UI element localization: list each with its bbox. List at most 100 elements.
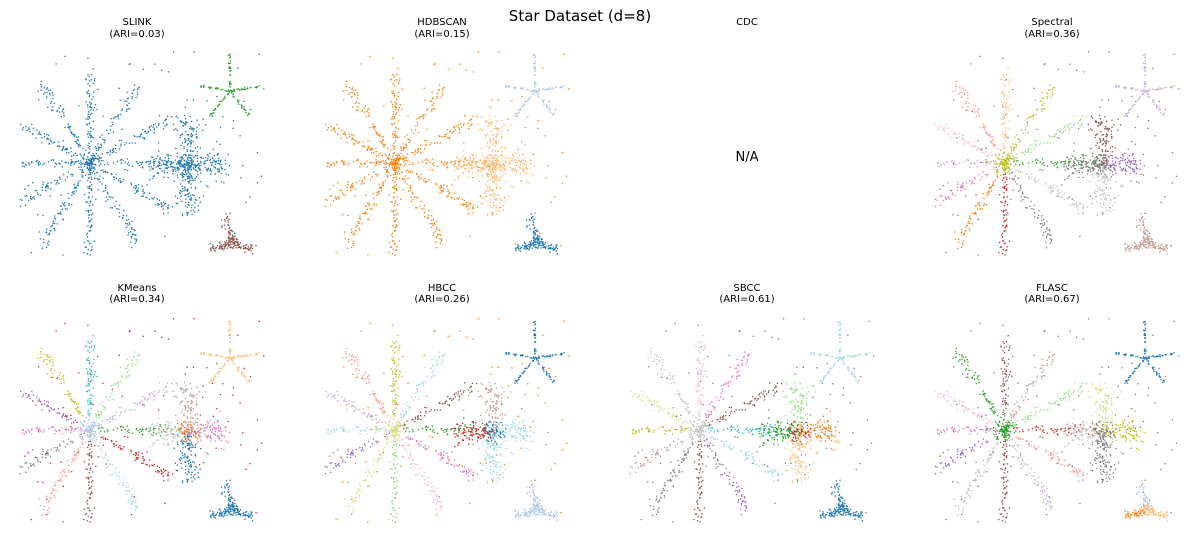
scatter-point: [457, 167, 459, 170]
scatter-point: [218, 247, 221, 249]
scatter-point: [514, 173, 517, 175]
scatter-point: [1033, 139, 1036, 142]
scatter-point: [1094, 120, 1097, 122]
scatter-point: [1139, 168, 1141, 171]
scatter-point: [86, 240, 89, 242]
scatter-point: [521, 167, 524, 170]
scatter-point: [352, 134, 355, 136]
scatter-point: [499, 177, 501, 179]
scatter-point: [56, 110, 58, 113]
scatter-point: [484, 192, 487, 195]
scatter-point: [91, 246, 93, 248]
scatter-point: [372, 192, 374, 195]
scatter-point: [141, 166, 144, 169]
scatter-point: [514, 168, 517, 170]
scatter-point: [192, 128, 194, 131]
scatter-point: [1038, 143, 1041, 146]
scatter-point: [148, 163, 150, 166]
scatter-point: [440, 190, 443, 192]
scatter-point: [954, 133, 957, 136]
scatter-point: [523, 245, 526, 247]
scatter-point: [149, 162, 152, 164]
scatter-point: [973, 111, 976, 113]
scatter-point: [62, 173, 65, 176]
scatter-point: [1160, 111, 1162, 114]
scatter-point: [1001, 253, 1004, 255]
scatter-point: [33, 195, 35, 198]
scatter-point: [380, 187, 382, 190]
scatter-point: [108, 196, 111, 198]
scatter-point: [164, 202, 167, 205]
scatter-point: [190, 139, 193, 142]
scatter-point: [474, 163, 477, 166]
scatter-point: [485, 195, 487, 197]
scatter-point: [236, 99, 239, 102]
scatter-point: [503, 196, 506, 199]
scatter-point: [1107, 160, 1109, 163]
scatter-point: [1018, 163, 1021, 166]
scatter-point: [82, 171, 84, 174]
scatter-point: [383, 143, 386, 145]
scatter-point: [1069, 160, 1071, 162]
scatter-point: [1144, 62, 1146, 65]
scatter-point: [484, 120, 487, 122]
scatter-point: [193, 194, 195, 197]
scatter-point: [33, 197, 36, 200]
scatter-point: [53, 229, 56, 231]
scatter-point: [486, 142, 489, 144]
scatter-point: [472, 157, 475, 160]
scatter-point: [1049, 135, 1051, 138]
scatter-point: [190, 159, 193, 162]
scatter-point: [417, 162, 420, 164]
scatter-point: [95, 152, 97, 155]
scatter-point: [102, 171, 105, 173]
scatter-point: [158, 161, 160, 163]
scatter-point: [1015, 157, 1018, 159]
scatter-point: [82, 147, 84, 150]
scatter-point: [210, 249, 212, 252]
scatter-point: [187, 175, 190, 177]
scatter-point: [1099, 194, 1102, 197]
scatter-point: [59, 178, 61, 180]
scatter-point: [179, 189, 182, 192]
scatter-point: [327, 127, 330, 129]
scatter-point: [42, 214, 44, 217]
scatter-point: [109, 151, 112, 153]
scatter-point: [167, 157, 170, 160]
scatter-point: [181, 174, 184, 177]
scatter-point: [353, 92, 356, 95]
scatter-point: [1067, 175, 1070, 178]
scatter-point: [162, 122, 165, 124]
scatter-point: [481, 117, 484, 119]
scatter-point: [1153, 89, 1156, 91]
scatter-point: [161, 170, 163, 172]
scatter-point: [1005, 184, 1008, 186]
scatter-point: [459, 160, 461, 162]
scatter-point: [1041, 222, 1043, 225]
scatter-point: [432, 162, 435, 164]
scatter-point: [391, 155, 394, 158]
scatter-point: [481, 155, 484, 158]
scatter-point: [445, 163, 448, 165]
scatter-point: [495, 168, 497, 171]
scatter-point: [1000, 246, 1003, 248]
scatter-point: [235, 247, 237, 249]
scatter-point: [441, 94, 444, 96]
scatter-point: [1027, 131, 1030, 134]
scatter-point: [126, 222, 128, 225]
scatter-point: [194, 201, 196, 204]
scatter-point: [220, 219, 223, 222]
scatter-point: [395, 73, 398, 76]
scatter-point: [359, 179, 361, 182]
scatter-point: [1125, 161, 1127, 164]
scatter-point: [395, 107, 398, 109]
scatter-point: [218, 245, 221, 247]
scatter-point: [233, 88, 235, 90]
scatter-point: [79, 168, 81, 171]
scatter-point: [962, 240, 965, 243]
scatter-point: [985, 130, 987, 133]
scatter-point: [542, 101, 545, 104]
scatter-point: [467, 201, 470, 204]
scatter-point: [543, 99, 545, 101]
scatter-point: [189, 145, 192, 147]
